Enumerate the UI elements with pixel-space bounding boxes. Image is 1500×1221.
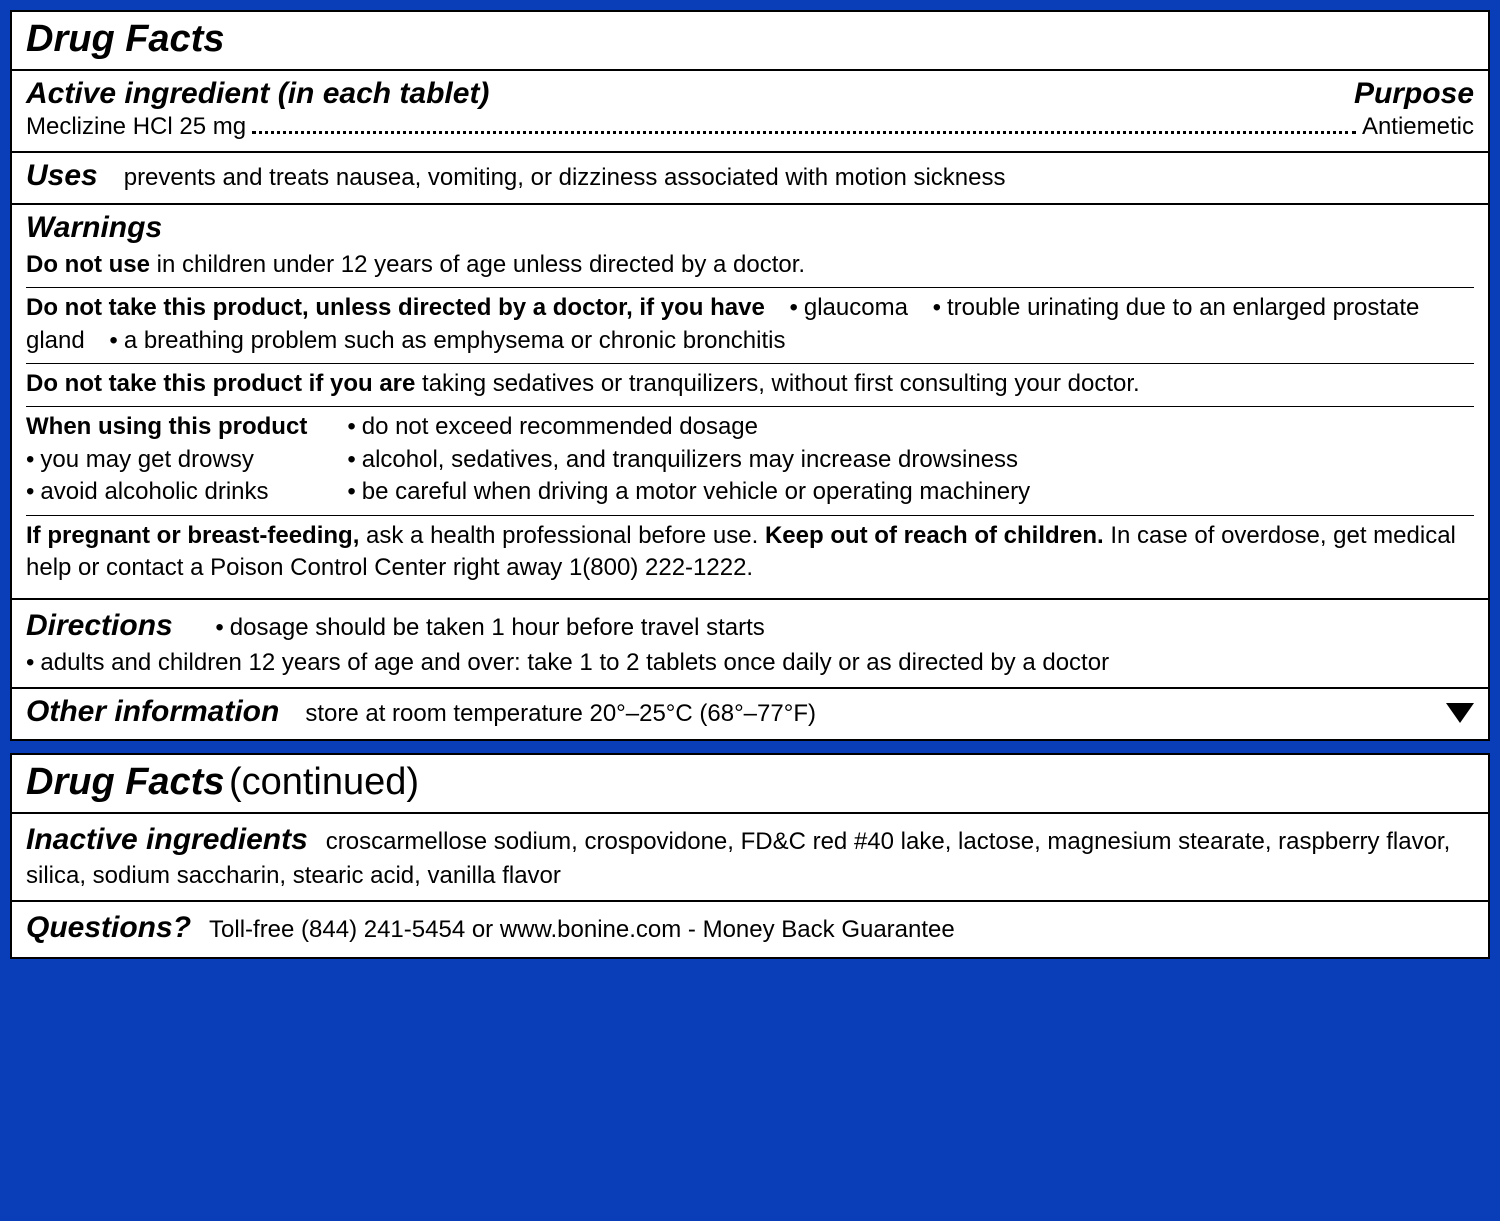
- purpose-heading: Purpose: [1354, 77, 1474, 111]
- active-ingredient-text: Meclizine HCl 25 mg: [26, 111, 246, 143]
- questions-text: Toll-free (844) 241-5454 or www.bonine.c…: [209, 916, 955, 943]
- warning-item: glaucoma: [789, 294, 907, 321]
- other-info-text: store at room temperature 20°–25°C (68°–…: [305, 698, 816, 730]
- active-ingredient-heading: Active ingredient (in each tablet): [26, 77, 489, 111]
- expand-triangle-icon[interactable]: [1446, 703, 1474, 723]
- when-using-item: be careful when driving a motor vehicle …: [347, 476, 1030, 508]
- drug-facts-continued-panel: Drug Facts (continued) Inactive ingredie…: [10, 753, 1490, 959]
- warning-item: a breathing problem such as emphysema or…: [109, 327, 785, 354]
- pregnant-bold1: If pregnant or breast-feeding,: [26, 522, 359, 549]
- do-not-take-are-bold: Do not take this product if you are: [26, 370, 415, 397]
- dotted-leader: [252, 131, 1356, 134]
- panel-title: Drug Facts: [26, 18, 1474, 61]
- other-info-section: Other information store at room temperat…: [12, 689, 1488, 738]
- panel2-title: Drug Facts: [26, 761, 224, 803]
- questions-heading: Questions?: [26, 911, 191, 944]
- do-not-take-are-text: taking sedatives or tranquilizers, witho…: [415, 370, 1139, 397]
- drug-facts-panel: Drug Facts Active ingredient (in each ta…: [10, 10, 1490, 741]
- title-section: Drug Facts: [12, 12, 1488, 71]
- uses-heading: Uses: [26, 159, 98, 193]
- warnings-heading: Warnings: [26, 211, 1474, 245]
- title-continued-section: Drug Facts (continued): [12, 755, 1488, 814]
- uses-section: Uses prevents and treats nausea, vomitin…: [12, 153, 1488, 204]
- warnings-section: Warnings Do not use in children under 12…: [12, 205, 1488, 601]
- warning-pregnant: If pregnant or breast-feeding, ask a hea…: [26, 516, 1474, 591]
- active-ingredient-section: Active ingredient (in each tablet) Purpo…: [12, 71, 1488, 153]
- inactive-ingredients-section: Inactive ingredientscroscarmellose sodiu…: [12, 814, 1488, 903]
- warning-do-not-take-are: Do not take this product if you are taki…: [26, 364, 1474, 407]
- pregnant-mid: ask a health professional before use.: [359, 522, 765, 549]
- directions-item: adults and children 12 years of age and …: [26, 647, 1474, 679]
- when-using-item: alcohol, sedatives, and tranquilizers ma…: [347, 444, 1030, 476]
- inactive-heading: Inactive ingredients: [26, 823, 308, 856]
- when-using-item: you may get drowsy: [26, 444, 307, 476]
- purpose-text: Antiemetic: [1362, 111, 1474, 143]
- do-not-use-text: in children under 12 years of age unless…: [150, 251, 805, 278]
- questions-section: Questions? Toll-free (844) 241-5454 or ww…: [12, 902, 1488, 957]
- uses-text: prevents and treats nausea, vomiting, or…: [124, 162, 1006, 194]
- warning-when-using: When using this product you may get drow…: [26, 407, 1474, 515]
- directions-item: dosage should be taken 1 hour before tra…: [215, 614, 764, 641]
- pregnant-bold2: Keep out of reach of children.: [765, 522, 1104, 549]
- when-using-bold: When using this product: [26, 411, 307, 443]
- other-info-heading: Other information: [26, 695, 279, 729]
- warning-do-not-use: Do not use in children under 12 years of…: [26, 245, 1474, 288]
- when-using-item: avoid alcoholic drinks: [26, 476, 307, 508]
- panel2-continued: (continued): [229, 761, 419, 803]
- directions-heading: Directions: [26, 609, 173, 642]
- do-not-take-have-bold: Do not take this product, unless directe…: [26, 294, 765, 321]
- warning-do-not-take-have: Do not take this product, unless directe…: [26, 288, 1474, 364]
- when-using-item: do not exceed recommended dosage: [347, 411, 1030, 443]
- directions-section: Directions dosage should be taken 1 hour…: [12, 600, 1488, 689]
- do-not-use-bold: Do not use: [26, 251, 150, 278]
